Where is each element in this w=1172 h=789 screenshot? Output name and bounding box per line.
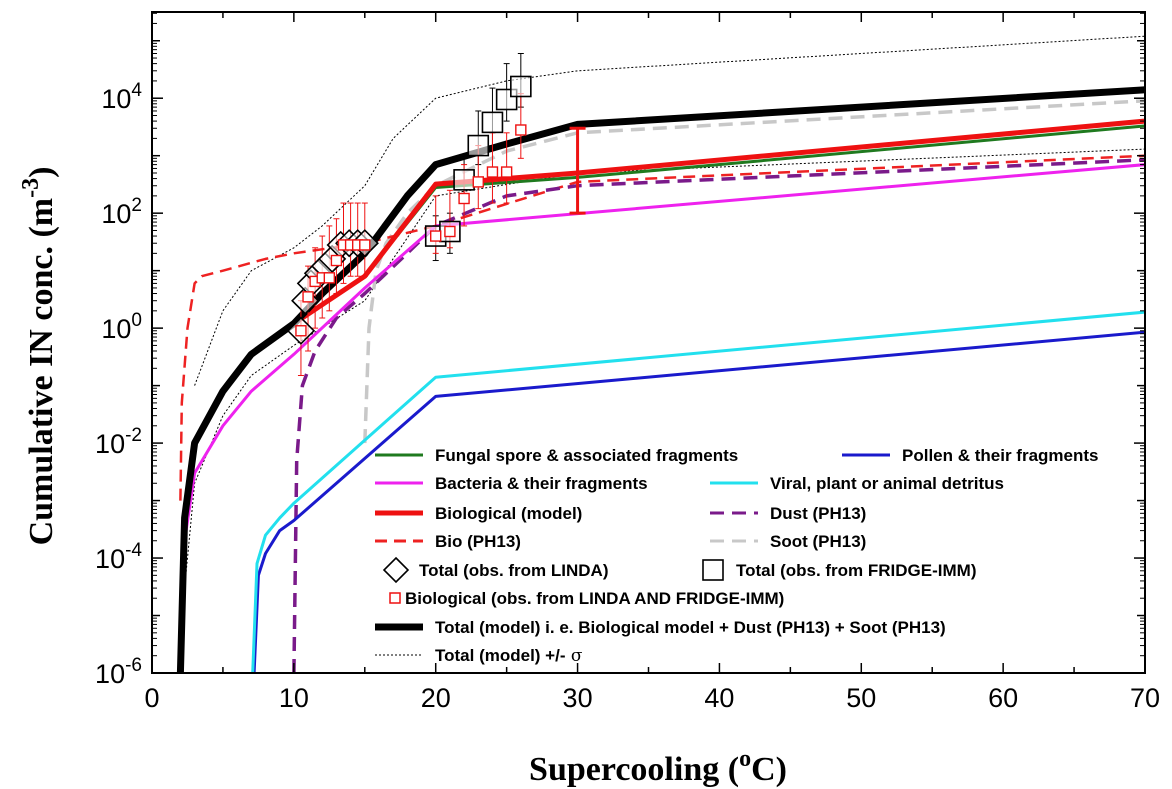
bio-point [359,239,371,251]
bio-point [330,254,343,267]
series-line-10 [181,148,1145,616]
x-tick-label: 60 [988,683,1018,713]
series-line-6 [179,154,1145,501]
series-line-3 [251,310,1145,673]
bio-point [323,272,336,284]
x-tick-label: 20 [421,683,451,713]
bio-point [500,166,513,178]
series-line-9 [194,35,1145,386]
y-tick-label: 100 [101,310,142,344]
legend-label: Pollen & their fragments [902,446,1098,465]
x-axis-title: Supercooling (oC) [529,746,787,788]
plot-area [176,35,1145,673]
bio-point [486,166,499,178]
legend-label: Biological (obs. from LINDA AND FRIDGE-I… [405,589,784,608]
bio-point [472,176,484,188]
bio-point [430,230,442,242]
bio-point [302,291,314,303]
legend-marker [702,559,724,581]
x-tick-label: 30 [563,683,593,713]
legend-label: Total (model) i. e. Biological model + D… [435,618,946,637]
legend: Fungal spore & associated fragments Polle… [375,446,1098,666]
bio-point [295,325,307,337]
fridge-point [453,169,475,191]
series-line-5 [292,158,1145,673]
axes-layer: 0 10 20 30 40 50 60 70 10-6 10-4 10-2 100 102 104 [95,11,1160,713]
plot-layer [176,35,1145,673]
fridge-point [510,75,532,98]
y-tick-label: 102 [101,195,142,229]
legend-label: Total (model) +/- σ [435,646,583,666]
bio-point [444,225,456,238]
y-tick-label: 104 [101,80,142,114]
x-tick-label: 10 [279,683,309,713]
x-tick-label: 70 [1130,683,1160,713]
y-tick-label: 10-2 [95,425,142,459]
bio-point [515,124,527,136]
fridge-point [467,134,490,157]
y-axis-title: Cumulative IN conc. (m-3) [18,167,60,546]
legend-label: Soot (PH13) [770,532,866,551]
legend-label: Biological (model) [435,504,582,523]
legend-marker [389,592,401,604]
legend-label: Total (obs. from LINDA) [419,561,609,580]
legend-marker [382,556,410,584]
fridge-point [481,111,504,134]
series-line-1 [252,330,1145,673]
y-tick-label: 10-6 [95,655,142,689]
x-tick-label: 50 [846,683,876,713]
legend-label: Bio (PH13) [435,532,521,551]
x-tick-label: 0 [144,683,159,713]
legend-label: Fungal spore & associated fragments [435,446,738,465]
legend-label: Viral, plant or animal detritus [770,474,1004,493]
legend-label: Dust (PH13) [770,504,866,523]
series-line-7 [363,99,1145,444]
legend-label: Total (obs. from FRIDGE-IMM) [736,561,977,580]
legend-label: Bacteria & their fragments [435,474,648,493]
bio-point [458,192,470,205]
x-tick-label: 40 [704,683,734,713]
y-tick-label: 10-4 [95,540,142,574]
